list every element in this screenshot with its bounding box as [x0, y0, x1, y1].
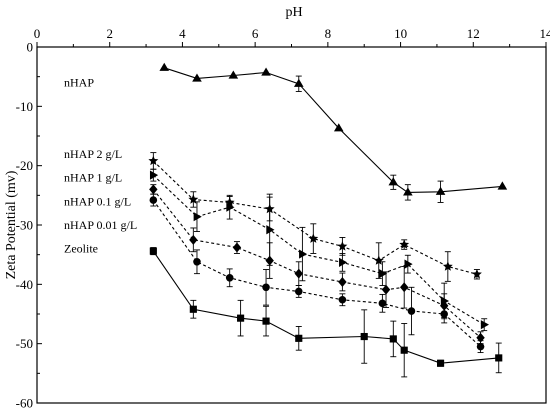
y-tick-label: -60	[16, 396, 33, 411]
data-point	[339, 257, 348, 267]
data-point	[403, 187, 413, 196]
data-point	[149, 196, 158, 204]
series-line	[152, 250, 499, 364]
x-tick-label: 6	[252, 26, 259, 41]
y-tick-label: -50	[16, 336, 33, 351]
series-line	[152, 174, 485, 326]
data-point	[149, 170, 159, 180]
x-axis-title: pH	[285, 5, 302, 20]
y-tick-label: -10	[16, 99, 33, 114]
x-tick-label: 14	[540, 26, 550, 41]
data-point	[476, 332, 485, 343]
data-point	[266, 225, 275, 235]
data-point	[193, 258, 201, 266]
series-line	[152, 160, 478, 275]
data-point	[360, 332, 368, 341]
data-point	[379, 269, 388, 279]
y-tick-label: -30	[16, 218, 33, 233]
data-point	[338, 295, 347, 304]
data-point	[404, 259, 413, 269]
data-point	[373, 255, 384, 265]
series-label: Zeolite	[64, 242, 98, 256]
data-point	[442, 261, 453, 271]
y-axis-title: Zeta Potential (mv)	[4, 170, 19, 279]
series-line	[152, 189, 481, 339]
data-point	[436, 359, 445, 367]
data-point	[381, 284, 391, 295]
x-tick-label: 8	[325, 26, 332, 41]
data-point	[293, 78, 304, 87]
data-point	[261, 67, 271, 76]
data-point	[480, 320, 489, 330]
data-point	[265, 255, 274, 266]
series-4	[150, 184, 484, 345]
y-tick-label: -40	[16, 277, 33, 292]
series-label: nHAP 0.01 g/L	[64, 218, 137, 232]
series-label: nHAP	[64, 76, 94, 90]
data-point	[226, 202, 235, 212]
data-point	[262, 317, 270, 325]
data-point	[338, 276, 347, 287]
data-point	[294, 287, 303, 296]
data-point	[389, 335, 397, 343]
series-label: nHAP 2 g/L	[64, 147, 122, 161]
data-point	[237, 314, 245, 322]
series-1	[164, 67, 503, 203]
series-line	[164, 67, 503, 193]
data-point	[407, 307, 416, 315]
y-tick-label: -20	[16, 158, 33, 173]
data-point	[228, 70, 239, 79]
data-point	[295, 334, 303, 342]
data-point	[495, 354, 503, 362]
data-point	[308, 233, 319, 243]
x-tick-label: 0	[34, 26, 41, 41]
plot-layer: 0 2 4 6 8 10 12 14 0 -10 -20 -30 -40 -50 -60 nHAP nHAP 2…	[16, 26, 550, 411]
x-tick-label: 10	[394, 26, 407, 41]
data-point	[471, 269, 482, 279]
data-point	[378, 299, 387, 308]
data-point	[149, 184, 158, 195]
data-point	[400, 282, 409, 293]
data-point	[232, 242, 242, 253]
data-point	[225, 274, 234, 282]
data-point	[388, 177, 399, 186]
data-point	[399, 239, 410, 249]
data-point	[333, 123, 344, 132]
data-point	[192, 73, 202, 82]
data-point	[435, 186, 446, 195]
data-point	[299, 249, 308, 259]
x-tick-label: 4	[179, 26, 186, 41]
data-point	[193, 212, 202, 222]
data-point	[440, 310, 448, 318]
data-point	[497, 181, 508, 190]
data-point	[159, 62, 170, 71]
data-point	[262, 283, 270, 292]
series-line	[152, 199, 481, 348]
data-point	[148, 155, 159, 166]
data-point	[189, 305, 197, 313]
data-point	[294, 268, 303, 279]
data-point	[400, 346, 408, 354]
x-tick-label: 12	[467, 26, 480, 41]
data-point	[188, 194, 199, 204]
data-point	[149, 247, 157, 255]
y-tick-label: 0	[27, 40, 34, 55]
series-label: nHAP 1 g/L	[64, 171, 122, 185]
data-point	[189, 234, 198, 245]
data-point	[337, 241, 348, 251]
x-tick-label: 2	[106, 26, 113, 41]
data-point	[476, 342, 485, 351]
series-label: nHAP 0.1 g/L	[64, 194, 131, 208]
series-5	[150, 193, 484, 354]
